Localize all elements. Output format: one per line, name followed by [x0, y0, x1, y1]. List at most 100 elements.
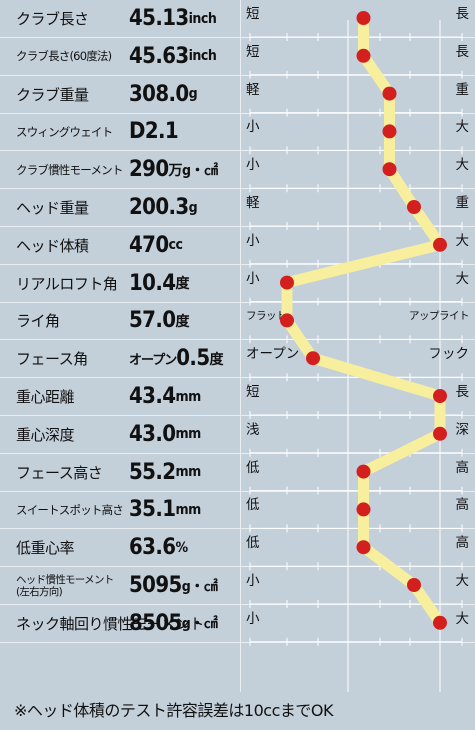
spec-value: 63.6%	[129, 529, 241, 566]
spec-unit: mm	[175, 388, 201, 405]
data-point	[433, 237, 447, 252]
spec-label: スウィングウェイト	[16, 124, 113, 139]
data-point	[382, 86, 397, 101]
scale-min-label: 小	[246, 157, 260, 174]
spec-value: 5095 g・㎠	[129, 567, 241, 604]
data-point	[356, 11, 371, 25]
data-point	[356, 502, 371, 517]
spec-row: フェース高さ 55.2 mm 低 高	[0, 454, 475, 492]
spec-value: 308.0 g	[129, 76, 241, 113]
data-point	[433, 389, 447, 403]
scale-min-label: 低	[246, 459, 260, 476]
spec-number: 63.6	[129, 535, 176, 561]
spec-row: 低重心率 63.6% 低 高	[0, 529, 475, 568]
spec-unit: 万g・㎠	[168, 162, 219, 179]
spec-number: 43.0	[129, 421, 176, 447]
spec-unit: inch	[188, 10, 217, 27]
scale-min-label: 小	[246, 610, 260, 627]
spec-label: クラブ重量	[16, 85, 89, 104]
scale-min-label: 小	[246, 270, 260, 287]
spec-label: ライ角	[16, 312, 60, 331]
spec-value: 55.2 mm	[129, 454, 241, 491]
spec-label: ヘッド体積	[16, 236, 89, 255]
spec-label: ヘッド重量	[16, 199, 89, 217]
spec-label: フェース角	[16, 350, 88, 369]
spec-number: 308.0	[129, 81, 189, 107]
spec-number: 35.1	[129, 497, 176, 523]
scale-max-label: 高	[455, 535, 470, 552]
spec-unit: 度	[175, 276, 189, 293]
scale-min-label: オープン	[246, 346, 300, 363]
spec-number: 290	[129, 157, 169, 183]
spec-unit: g	[188, 199, 198, 216]
scale-min-label: 低	[246, 535, 260, 552]
data-point	[433, 615, 447, 630]
spec-label: クラブ慣性モーメント	[16, 162, 123, 177]
data-point	[356, 464, 371, 479]
scale-max-label: 大	[455, 573, 470, 589]
spec-value: 10.4 度	[129, 265, 241, 302]
spec-number: 8505	[129, 610, 182, 636]
spec-unit: %	[175, 539, 188, 556]
spec-value: 470 cc	[129, 227, 241, 264]
scale-max-label: 大	[455, 270, 470, 287]
data-point	[433, 426, 447, 441]
spec-value: 290 万g・㎠	[129, 151, 241, 188]
scale-max-label: 長	[455, 384, 470, 400]
spec-row: クラブ長さ 45.13 inch 短 長	[0, 0, 475, 38]
spec-value: 35.1 mm	[129, 491, 241, 528]
spec-label: ヘッド慣性モーメント(左右方向)	[16, 573, 114, 598]
scale-max-label: 深	[455, 421, 470, 438]
scale-max-label: 大	[455, 232, 470, 249]
series-line	[281, 12, 446, 629]
spec-unit: g	[188, 86, 198, 103]
data-point	[406, 200, 421, 214]
spec-value: 8505 g・㎠	[129, 605, 241, 642]
spec-value: 45.13 inch	[129, 0, 241, 37]
spec-value: 43.4 mm	[129, 378, 241, 415]
scale-max-label: 高	[455, 459, 470, 476]
spec-row: ライ角 57.0 度フラット アップライト	[0, 302, 475, 341]
scale-max-label: 重	[455, 81, 470, 98]
data-point	[382, 162, 397, 177]
spec-prefix: オープン	[129, 353, 177, 369]
spec-label: クラブ長さ(60度法)	[16, 49, 112, 64]
scale-max-label: 長	[455, 6, 470, 22]
spec-number: 200.3	[129, 195, 189, 220]
spec-unit: g・㎠	[181, 578, 218, 595]
spec-label: クラブ長さ	[16, 10, 89, 28]
spec-unit: mm	[175, 464, 201, 481]
spec-value: 45.63 inch	[129, 38, 241, 75]
spec-unit: 度	[175, 313, 189, 330]
spec-row: ヘッド重量 200.3 g 軽 重	[0, 189, 475, 227]
spec-row: フェース角 オープン 0.5 度オープン フック	[0, 340, 475, 379]
data-point	[280, 313, 294, 328]
spec-label: フェース高さ	[16, 463, 103, 482]
scale-max-label: 長	[455, 43, 470, 60]
data-point	[280, 275, 294, 290]
scale-min-label: 軽	[246, 81, 260, 98]
scale-min-label: 短	[246, 384, 260, 400]
scale-max-label: 高	[455, 497, 470, 514]
spec-row: スウィングウェイト D2.1 小 大	[0, 113, 475, 152]
spec-row: クラブ長さ(60度法) 45.63 inch 短 長	[0, 38, 475, 76]
spec-row: リアルロフト角 10.4 度小大	[0, 265, 475, 303]
spec-unit: 度	[209, 351, 224, 368]
scale-min-label: 短	[246, 6, 260, 22]
spec-unit: cc	[168, 237, 183, 254]
scale-max-label: 大	[455, 610, 470, 627]
column-divider	[240, 0, 241, 692]
scale-max-label: アップライト	[409, 310, 470, 323]
spec-row: クラブ重量 308.0 g 軽 重	[0, 76, 475, 114]
spec-value: オープン 0.5 度	[129, 340, 241, 377]
spec-number: 5095	[129, 573, 182, 598]
spec-number: 57.0	[129, 308, 176, 334]
spec-number: 470	[129, 232, 169, 258]
scale-min-label: 小	[246, 119, 260, 136]
spec-unit: g・㎠	[181, 616, 218, 633]
scale-min-label: 短	[246, 43, 260, 60]
